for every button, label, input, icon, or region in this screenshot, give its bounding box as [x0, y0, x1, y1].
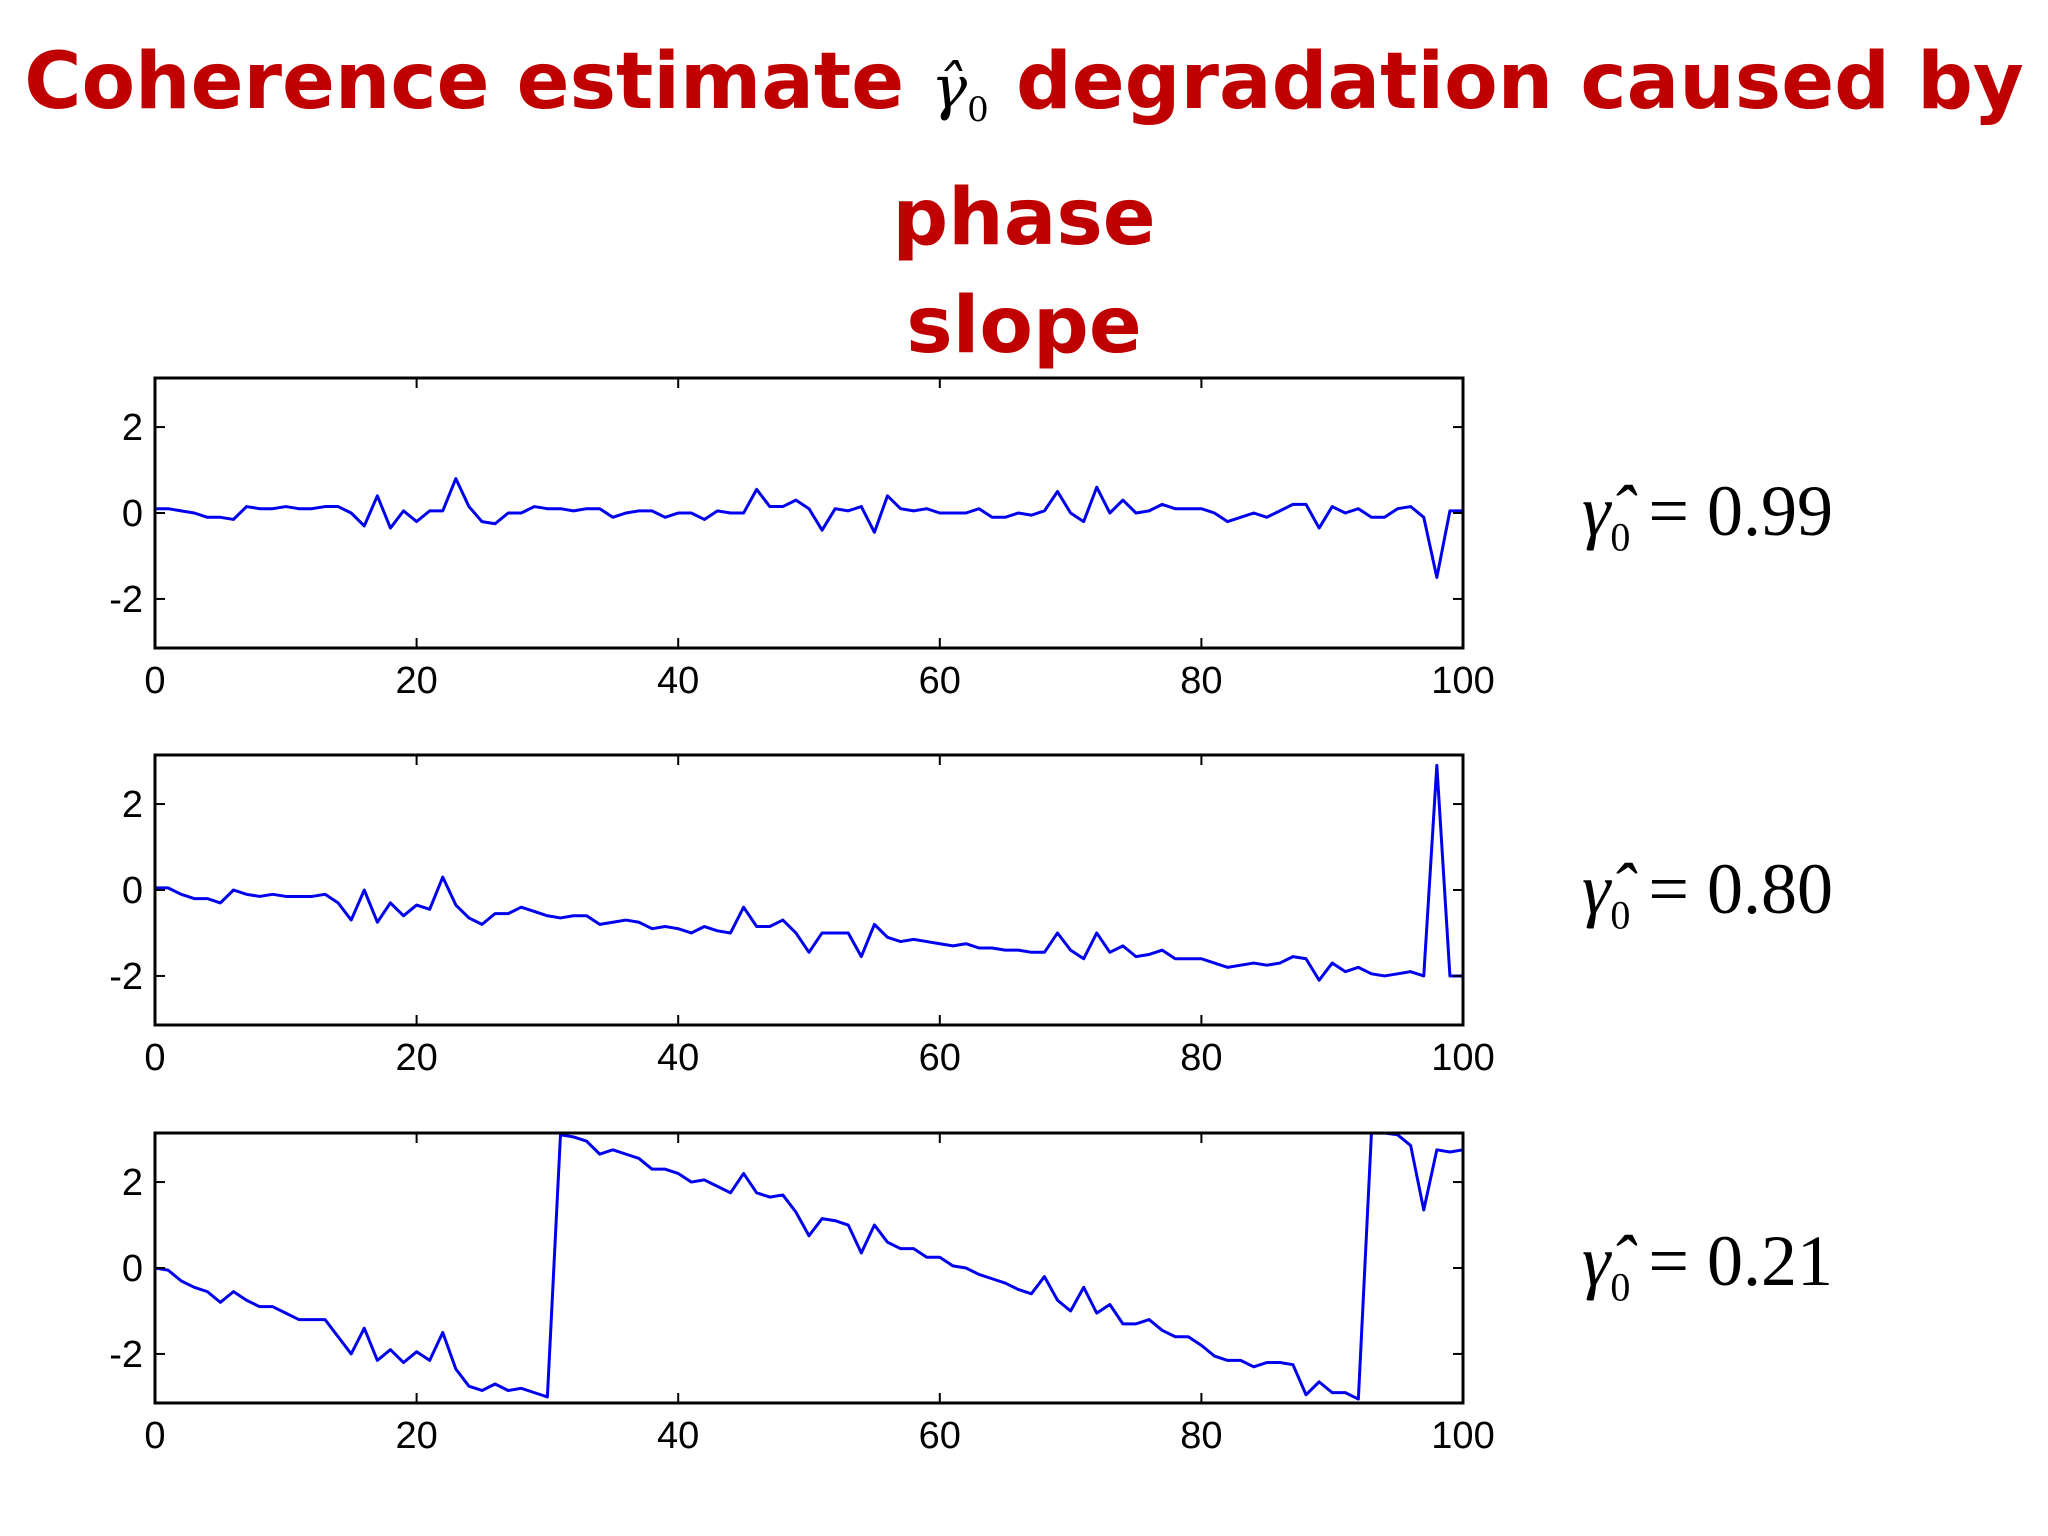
label-value: = 0.80 — [1648, 849, 1833, 929]
chart-2-y-tick-label: -2 — [109, 956, 143, 998]
chart-1-y-tick-label: 0 — [122, 493, 143, 535]
chart-1-x-tick-label: 80 — [1180, 660, 1222, 702]
chart-3-series-line — [154, 1131, 1464, 1401]
chart-2-x-tick-label: 0 — [144, 1037, 165, 1079]
chart-3-x-tick-label: 20 — [395, 1415, 437, 1457]
title-gamma: γ̂ — [931, 53, 968, 123]
slide-title: Coherence estimate γ̂0 degradation cause… — [0, 28, 2048, 380]
chart-3-y-tick-label: -2 — [109, 1334, 143, 1376]
chart-2-y-tick-label: 0 — [122, 870, 143, 912]
chart-1-y-tick-label: -2 — [109, 579, 143, 621]
chart-3-x-tick-label: 60 — [919, 1415, 961, 1457]
chart-2-x-tick-label: 20 — [395, 1037, 437, 1079]
chart-2-series-line — [155, 763, 1463, 982]
chart-3-x-tick-label: 40 — [657, 1415, 699, 1457]
title-gamma-subscript: 0 — [967, 90, 989, 130]
coherence-label-2: γ̂0 = 0.80 — [1582, 848, 1962, 938]
label-gamma-sub: 0 — [1610, 514, 1631, 560]
label-gamma-sub: 0 — [1610, 1264, 1631, 1310]
chart-1-series-line — [155, 477, 1463, 579]
chart-3-y-tick-label: 2 — [122, 1162, 143, 1204]
label-gamma: γ̂ — [1582, 849, 1611, 929]
chart-2-x-tick-label: 80 — [1180, 1037, 1222, 1079]
label-value: = 0.21 — [1648, 1221, 1833, 1301]
label-value: = 0.99 — [1648, 471, 1833, 551]
label-gamma-sub: 0 — [1610, 892, 1631, 938]
coherence-label-3: γ̂0 = 0.21 — [1582, 1220, 1962, 1310]
chart-3-x-tick-label: 80 — [1180, 1415, 1222, 1457]
chart-2-x-tick-label: 100 — [1431, 1037, 1494, 1079]
chart-2-plot-frame — [153, 753, 1465, 1027]
coherence-label-1: γ̂0 = 0.99 — [1582, 470, 1962, 560]
gamma-hat-symbol: γ̂0 — [931, 53, 989, 130]
label-gamma: γ̂ — [1582, 1221, 1611, 1301]
chart-1-x-tick-label: 60 — [919, 660, 961, 702]
chart-1-x-tick-label: 0 — [144, 660, 165, 702]
chart-3-x-tick-label: 0 — [144, 1415, 165, 1457]
chart-2-x-tick-label: 60 — [919, 1037, 961, 1079]
chart-2-y-tick-label: 2 — [122, 784, 143, 826]
chart-2-x-tick-label: 40 — [657, 1037, 699, 1079]
title-text-line2: slope — [906, 281, 1142, 371]
chart-1-x-tick-label: 20 — [395, 660, 437, 702]
chart-1-x-tick-label: 40 — [657, 660, 699, 702]
chart-3-x-tick-label: 100 — [1431, 1415, 1494, 1457]
title-text-after: degradation caused by phase — [892, 37, 2024, 263]
title-text-before: Coherence estimate — [24, 37, 905, 127]
chart-3-y-tick-label: 0 — [122, 1248, 143, 1290]
chart-1-y-tick-label: 2 — [122, 407, 143, 449]
label-gamma: γ̂ — [1582, 471, 1611, 551]
chart-1-x-tick-label: 100 — [1431, 660, 1494, 702]
